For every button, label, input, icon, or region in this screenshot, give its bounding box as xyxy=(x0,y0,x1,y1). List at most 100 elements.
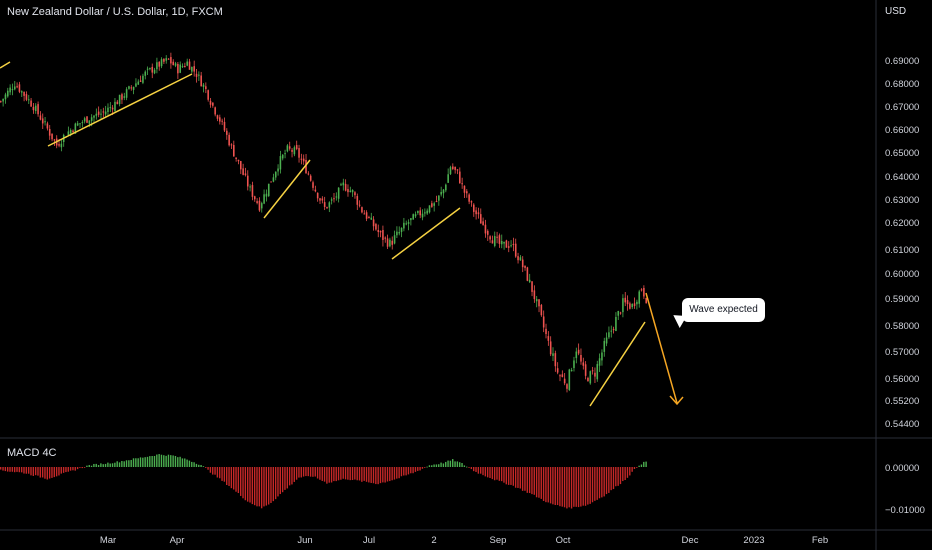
macd-bar-positive xyxy=(135,458,137,467)
candle-up xyxy=(433,203,435,206)
candle-down xyxy=(163,58,165,62)
macd-bar-negative xyxy=(76,467,79,470)
candle-down xyxy=(158,61,161,67)
macd-bar-positive xyxy=(165,455,167,467)
macd-bar-positive xyxy=(163,455,165,467)
macd-bar-negative xyxy=(542,467,545,501)
price-pane xyxy=(0,52,648,393)
macd-bar-positive xyxy=(186,459,188,467)
candle-down xyxy=(48,128,51,136)
macd-bar-negative xyxy=(605,467,608,495)
macd-bar-positive xyxy=(139,457,142,467)
candle-up xyxy=(396,231,398,236)
candle-up xyxy=(34,105,37,111)
macd-bar-negative xyxy=(39,467,42,478)
candle-down xyxy=(386,238,389,247)
macd-bar-negative xyxy=(398,467,400,479)
macd-bar-negative xyxy=(554,467,556,506)
candle-up xyxy=(438,195,440,201)
macd-tick-label: −0.01000 xyxy=(885,505,925,516)
macd-bar-negative xyxy=(51,467,53,478)
candle-up xyxy=(277,168,279,172)
macd-bar-negative xyxy=(521,467,524,491)
candle-down xyxy=(151,66,154,73)
macd-bar-negative xyxy=(305,467,307,477)
macd-bar-negative xyxy=(631,467,633,472)
macd-bar-positive xyxy=(93,463,95,467)
candle-down xyxy=(384,237,387,239)
candle-down xyxy=(32,106,35,111)
candle-up xyxy=(417,210,419,213)
macd-bar-positive xyxy=(426,466,428,468)
macd-tick-label: 0.00000 xyxy=(885,463,919,474)
candle-up xyxy=(407,222,410,224)
candle-down xyxy=(237,159,240,162)
macd-bar-negative xyxy=(272,467,275,502)
macd-pane xyxy=(0,454,647,509)
macd-bar-negative xyxy=(293,467,295,482)
currency-label: USD xyxy=(885,6,907,17)
macd-bar-negative xyxy=(538,467,540,498)
candle-down xyxy=(177,64,179,74)
candle-up xyxy=(414,214,417,217)
candle-up xyxy=(351,189,354,193)
candle-down xyxy=(46,123,49,129)
candle-down xyxy=(505,240,508,248)
macd-bar-negative xyxy=(344,467,347,480)
candle-down xyxy=(72,130,74,133)
macd-bar-negative xyxy=(328,467,330,483)
time-tick-label: Jun xyxy=(297,535,312,546)
macd-bar-negative xyxy=(356,467,358,481)
macd-bar-negative xyxy=(72,467,74,471)
price-tick-label: 0.64000 xyxy=(885,172,919,183)
candle-up xyxy=(337,187,340,199)
macd-bar-negative xyxy=(410,467,412,474)
candle-up xyxy=(428,205,431,213)
macd-bar-negative xyxy=(242,467,244,499)
candle-up xyxy=(191,66,193,72)
candle-down xyxy=(291,149,293,152)
candle-down xyxy=(102,111,105,113)
macd-bar-negative xyxy=(575,467,577,507)
macd-bar-positive xyxy=(142,457,144,467)
macd-bar-negative xyxy=(400,467,403,477)
wave-expected-callout[interactable]: Wave expected xyxy=(682,298,765,322)
candle-up xyxy=(135,83,137,87)
candle-up xyxy=(410,218,412,221)
macd-bar-negative xyxy=(74,467,76,471)
macd-bar-negative xyxy=(81,467,83,469)
candle-up xyxy=(617,311,620,316)
candle-down xyxy=(53,139,56,141)
candle-down xyxy=(477,212,480,215)
macd-bar-negative xyxy=(347,467,349,480)
macd-bar-positive xyxy=(107,462,109,467)
price-tick-label: 0.69000 xyxy=(885,56,919,67)
candle-up xyxy=(589,371,592,384)
macd-bar-negative xyxy=(337,467,340,481)
macd-bar-negative xyxy=(11,467,14,472)
macd-bar-positive xyxy=(132,458,135,467)
candle-up xyxy=(510,245,512,247)
candle-down xyxy=(239,161,242,170)
macd-bar-negative xyxy=(587,467,589,505)
candle-down xyxy=(524,265,526,268)
candle-down xyxy=(228,134,230,146)
candle-down xyxy=(375,223,377,230)
macd-bar-negative xyxy=(414,467,417,472)
macd-bar-negative xyxy=(568,467,570,508)
candle-up xyxy=(349,190,352,192)
macd-bar-negative xyxy=(44,467,46,479)
candle-down xyxy=(295,145,298,149)
macd-bar-negative xyxy=(4,467,7,472)
candle-up xyxy=(118,94,121,105)
macd-bar-positive xyxy=(130,459,132,467)
candle-up xyxy=(393,235,396,244)
macd-bar-negative xyxy=(510,467,512,485)
macd-bar-positive xyxy=(102,464,104,467)
macd-bar-negative xyxy=(246,467,249,502)
candle-down xyxy=(51,133,53,140)
macd-bar-negative xyxy=(258,467,261,507)
macd-bar-negative xyxy=(505,467,508,485)
candle-down xyxy=(302,158,305,162)
candle-down xyxy=(172,61,175,66)
